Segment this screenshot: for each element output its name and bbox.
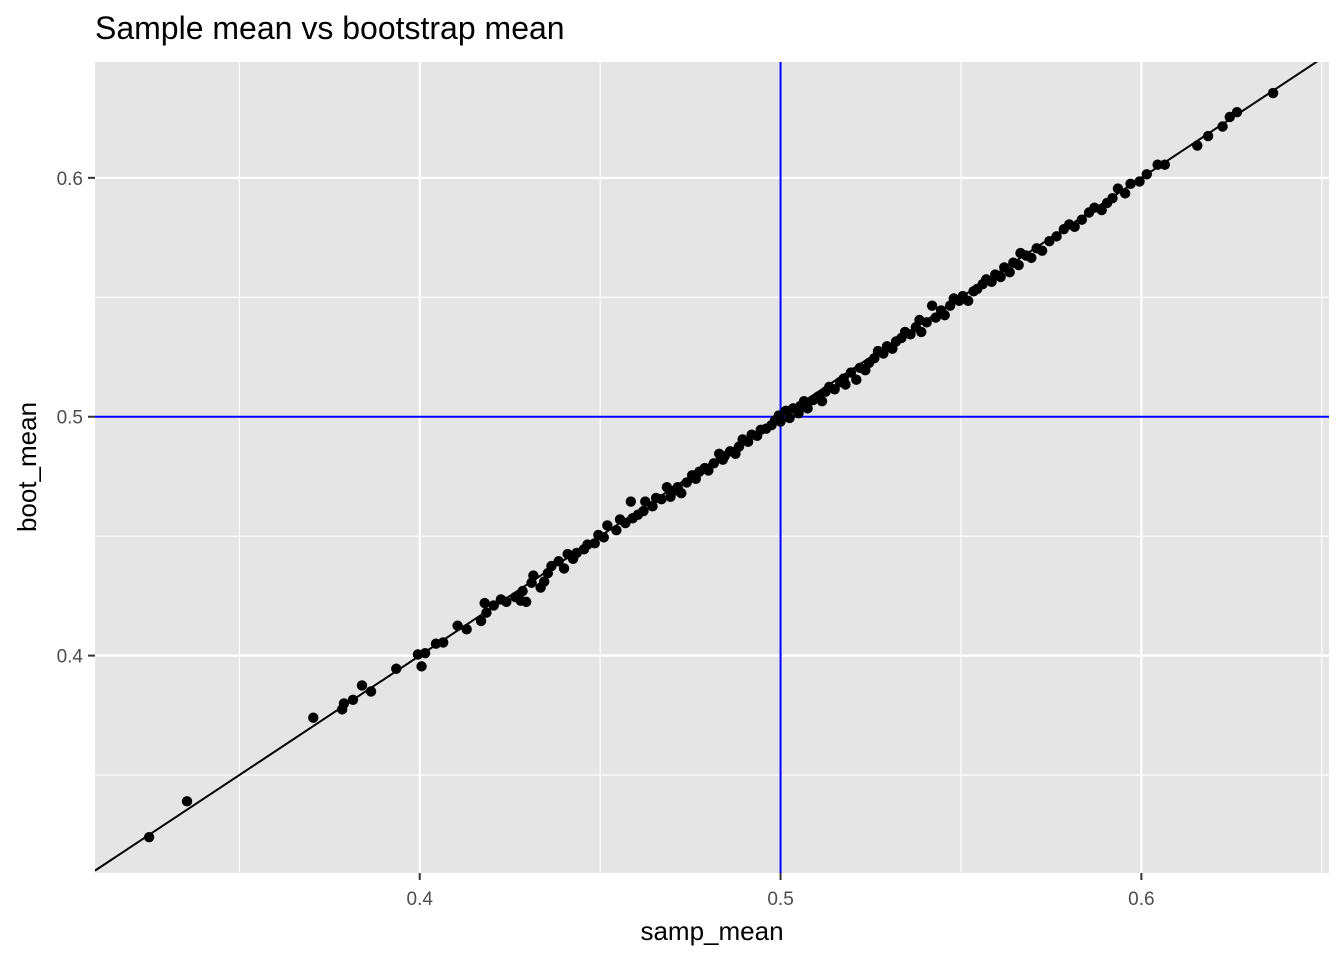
data-point [1013, 259, 1024, 271]
y-axis-title: boot_mean [12, 402, 42, 532]
data-point [625, 496, 637, 507]
data-point [365, 686, 377, 697]
x-tick-label: 0.6 [1128, 889, 1154, 910]
data-point [437, 637, 449, 648]
data-point [488, 600, 499, 611]
data-point [851, 374, 862, 385]
data-point [338, 698, 350, 709]
y-tick-label: 0.4 [57, 647, 84, 668]
data-point [916, 326, 927, 338]
x-tick-label: 0.5 [767, 889, 793, 910]
data-point [598, 532, 609, 543]
data-point [1076, 214, 1088, 225]
data-point [676, 487, 687, 499]
y-tick-label: 0.5 [57, 408, 83, 429]
data-point [656, 493, 667, 505]
data-point [520, 596, 532, 608]
data-point [840, 379, 851, 390]
data-point [930, 312, 941, 323]
data-point [921, 317, 932, 328]
data-point [647, 501, 658, 512]
data-point [829, 384, 840, 395]
data-point [775, 416, 786, 427]
data-point [962, 295, 974, 307]
data-point [589, 538, 600, 549]
x-axis: 0.4 0.5 0.6 [407, 873, 1155, 910]
x-axis-title: samp_mean [640, 916, 783, 946]
chart-title: Sample mean vs bootstrap mean [95, 10, 565, 46]
data-point [481, 607, 492, 618]
data-point [1141, 169, 1152, 180]
data-point [553, 556, 564, 567]
y-axis: 0.4 0.5 0.6 [57, 169, 95, 668]
data-point [905, 329, 916, 340]
data-point [845, 367, 857, 378]
data-point [517, 585, 528, 597]
x-tick-label: 0.4 [407, 889, 434, 910]
y-tick-label: 0.6 [57, 169, 83, 190]
data-point [347, 694, 359, 706]
data-point [501, 596, 512, 608]
data-point [452, 620, 463, 631]
data-point [681, 477, 692, 488]
data-point [611, 525, 622, 536]
data-point [703, 465, 714, 476]
data-point [558, 563, 570, 574]
data-point [1107, 192, 1118, 204]
data-point [708, 458, 720, 469]
data-point [602, 520, 613, 531]
data-point [539, 576, 550, 587]
data-point [1267, 87, 1279, 99]
data-point [926, 300, 938, 311]
data-point [416, 661, 427, 672]
data-point [1231, 106, 1243, 118]
data-point [939, 310, 950, 321]
data-point [1119, 188, 1131, 199]
data-point [461, 624, 472, 635]
data-point [1051, 231, 1062, 242]
data-point [528, 570, 539, 581]
data-point [419, 648, 431, 659]
data-point [181, 796, 193, 807]
data-point [1202, 130, 1214, 142]
data-point [1192, 140, 1203, 151]
data-point [475, 615, 487, 627]
data-point [1004, 267, 1015, 278]
data-point [308, 712, 319, 723]
data-point [1125, 178, 1136, 190]
data-point [1152, 159, 1163, 170]
minor-gridlines [95, 62, 1329, 873]
data-point [356, 680, 368, 691]
data-point [638, 505, 649, 517]
data-point [1159, 159, 1171, 170]
data-point [995, 271, 1006, 283]
data-points [143, 87, 1279, 843]
data-point [1036, 245, 1048, 256]
data-point [143, 831, 155, 843]
data-point [1026, 252, 1037, 264]
data-point [1134, 176, 1145, 187]
data-point [479, 597, 490, 609]
data-point [784, 412, 795, 424]
data-point [1217, 121, 1228, 132]
data-point [391, 663, 402, 674]
data-point [816, 396, 828, 407]
data-point [1096, 204, 1107, 216]
data-point [802, 403, 813, 414]
data-point [1069, 221, 1080, 233]
